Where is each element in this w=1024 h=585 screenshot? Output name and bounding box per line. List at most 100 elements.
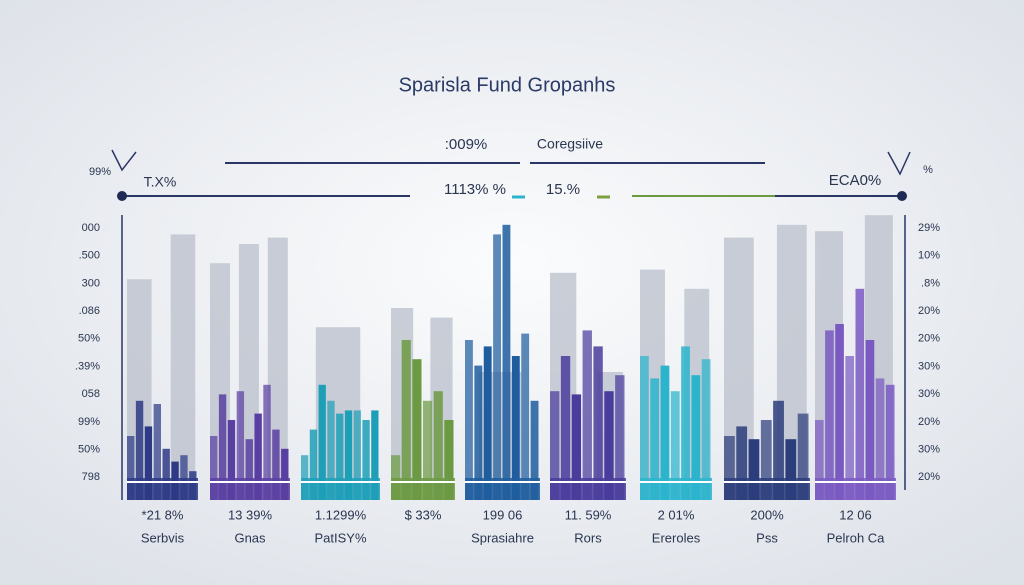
bar <box>885 384 895 500</box>
bar <box>797 413 809 500</box>
bar <box>254 413 262 500</box>
axis-dot <box>897 191 907 201</box>
category-label: PatISY% <box>314 530 366 545</box>
value-label: 2 01% <box>658 507 695 522</box>
category-label: Rors <box>574 530 602 545</box>
bar <box>835 324 844 500</box>
bar <box>560 356 571 500</box>
category-label: Serbvis <box>141 530 185 545</box>
bar <box>210 436 218 500</box>
header-text: :009% <box>445 136 488 153</box>
bar <box>412 359 422 500</box>
bar <box>127 436 135 500</box>
left-axis-label: 798 <box>82 471 100 483</box>
bar <box>773 400 784 500</box>
baseline-band <box>391 478 455 500</box>
bar <box>845 356 854 500</box>
bar <box>582 330 592 500</box>
bar <box>493 234 501 500</box>
right-axis-label: 30% <box>918 444 940 456</box>
bar <box>353 410 361 500</box>
left-axis-label: 000 <box>82 222 100 234</box>
bar <box>724 436 735 500</box>
left-axis-label: .500 <box>79 250 100 262</box>
left-axis-label: 300 <box>82 277 100 289</box>
header-text: % <box>923 164 933 176</box>
bar <box>815 420 824 500</box>
category-label: Pelroh Ca <box>827 530 886 545</box>
value-label: 200% <box>750 507 784 522</box>
category-label: Gnas <box>234 530 266 545</box>
bar <box>571 394 582 500</box>
category-label: Pss <box>756 530 778 545</box>
left-axis-label: 058 <box>82 388 100 400</box>
bar <box>180 455 188 500</box>
axis-dot <box>117 191 127 201</box>
baseline-band <box>127 478 198 500</box>
bar <box>530 400 539 500</box>
bar <box>483 346 492 500</box>
bar <box>465 340 473 500</box>
bar <box>615 375 625 500</box>
bar <box>736 426 748 500</box>
right-axis-label: 10% <box>918 250 940 262</box>
left-axis-label: 50% <box>78 333 100 345</box>
bar <box>344 410 353 500</box>
bar <box>281 448 289 500</box>
bar <box>748 439 760 500</box>
axis-icon <box>887 151 911 176</box>
right-axis-label: 20% <box>918 305 940 317</box>
bar <box>502 224 511 501</box>
baseline-band <box>465 478 540 500</box>
category-label: Sprasiahre <box>471 530 534 545</box>
bar <box>236 391 245 500</box>
header-text: ECA0% <box>829 172 882 189</box>
baseline-band <box>815 478 896 500</box>
baseline-band <box>301 478 380 500</box>
bar <box>604 391 614 500</box>
bar <box>640 356 649 500</box>
value-label: 1.1299% <box>315 507 367 522</box>
bar <box>760 420 772 500</box>
bar <box>218 394 227 500</box>
bar <box>875 378 885 500</box>
bar <box>511 356 520 500</box>
bar <box>593 346 603 500</box>
value-label: $ 33% <box>405 507 442 522</box>
bar <box>144 426 153 500</box>
value-label: *21 8% <box>142 507 184 522</box>
bar <box>245 439 253 500</box>
category-label: Ereroles <box>652 530 701 545</box>
baseline-band <box>210 478 290 500</box>
header-text: Coregsiive <box>537 136 603 152</box>
value-label: 199 06 <box>483 507 523 522</box>
bar <box>650 378 660 500</box>
bar <box>162 448 170 500</box>
bar <box>474 365 483 500</box>
right-axis-label: 30% <box>918 388 940 400</box>
bar <box>227 420 236 500</box>
left-axis-label: 50% <box>78 444 100 456</box>
header-text: 1113% % <box>444 181 506 198</box>
right-axis-label: 29% <box>918 222 940 234</box>
bar <box>391 455 401 500</box>
bar <box>550 391 560 500</box>
bar <box>433 391 443 500</box>
value-label: 13 39% <box>228 507 273 522</box>
value-label: 11. 59% <box>565 507 612 522</box>
bar <box>423 400 433 500</box>
value-label: 12 06 <box>839 507 872 522</box>
bar <box>401 340 411 500</box>
left-axis-label: .086 <box>79 305 100 317</box>
bar <box>301 455 309 500</box>
baseline-band <box>550 478 626 500</box>
right-axis-label: 20% <box>918 333 940 345</box>
right-axis-label: 20% <box>918 471 940 483</box>
bar <box>318 384 326 500</box>
bar <box>336 413 344 500</box>
bar <box>701 359 711 500</box>
chart-title: Sparisla Fund Gropanhs <box>399 74 616 96</box>
bar <box>670 391 680 500</box>
